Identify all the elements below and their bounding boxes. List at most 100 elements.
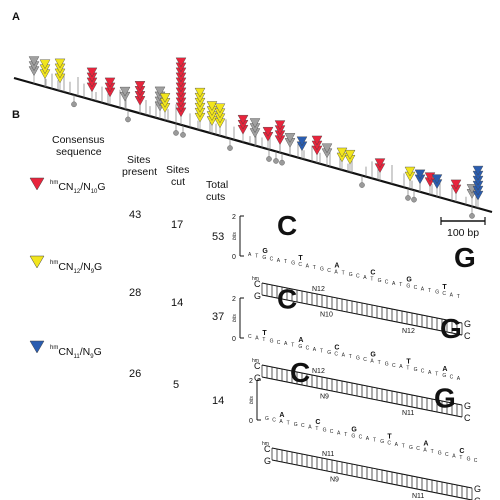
logo-letter: A [428, 370, 432, 376]
spacer-label: N12 [402, 328, 415, 335]
red-triangle-icon [134, 81, 146, 91]
logo-letter: T [313, 265, 316, 271]
red-triangle-stack [262, 127, 274, 150]
logo-letter: C [334, 344, 339, 351]
blue-triangle-icon [29, 340, 45, 354]
red-triangle-stack [104, 77, 116, 105]
logo-axis-top: 2 [232, 214, 236, 221]
header-total-cuts-2: cuts [206, 191, 225, 203]
logo-letter: T [402, 443, 405, 449]
spacer-label: N11 [412, 493, 424, 500]
logo-letter: A [399, 364, 403, 370]
logo-letter: A [342, 353, 346, 359]
logo-letter: G [370, 351, 376, 358]
site-dot [273, 158, 279, 164]
gray-triangle-icon [28, 56, 40, 67]
logo-letter-big: G [434, 383, 456, 414]
strand-end-g: G [254, 291, 261, 301]
logo-letter: A [306, 264, 310, 270]
gray-triangle-icon [154, 86, 166, 97]
red-triangle-stack [450, 179, 462, 202]
red-triangle-icon [374, 158, 386, 169]
logo-letter-big: C [290, 357, 310, 388]
site-dot [405, 195, 411, 201]
logo-letter: C [392, 363, 396, 369]
yellow-triangle-icon [214, 103, 226, 114]
yellow-triangle-icon [159, 93, 171, 103]
logo-letter: T [428, 288, 431, 294]
blue-triangle-stack [296, 136, 308, 159]
site-dot [266, 156, 272, 162]
red-triangle-icon [274, 120, 286, 130]
sites-present-value: 28 [129, 287, 141, 299]
logo-letter: T [320, 348, 323, 354]
genome-line [13, 76, 493, 214]
logo-letter: T [459, 455, 462, 461]
gray-triangle-icon [284, 133, 296, 143]
logo-letter: G [378, 278, 382, 284]
header-sites-present-1: Sites [127, 154, 150, 166]
site-dot [173, 130, 179, 136]
yellow-triangle-icon [29, 255, 45, 269]
red-triangle-icon [175, 57, 187, 68]
logo-letter: T [435, 371, 438, 377]
spacer-label: N10 [320, 312, 333, 319]
spacer-label: N9 [320, 394, 329, 401]
spacer-label: N11 [322, 451, 334, 458]
red-triangle-icon [262, 127, 274, 137]
total-cuts-value: 53 [212, 231, 224, 243]
header-consensus-1: Consensus [52, 134, 105, 146]
logo-axis-bottom: 0 [249, 418, 253, 425]
logo-letter: T [342, 271, 345, 277]
blue-triangle-icon [472, 165, 484, 176]
logo-letter: C [334, 351, 338, 357]
logo-letter: C [270, 256, 274, 262]
blue-triangle-icon [431, 174, 443, 184]
logo-letter: A [334, 262, 339, 269]
blue-triangle-stack [431, 174, 443, 197]
logo-letter: C [277, 340, 281, 346]
total-cuts-value: 37 [212, 311, 224, 323]
logo-letter: C [459, 448, 464, 455]
strand-end-c: C [254, 361, 261, 371]
strand-end-c: C [264, 444, 271, 454]
spacer-label: N11 [402, 410, 414, 417]
site-dot [227, 145, 233, 151]
sites-cut-value: 5 [173, 379, 179, 391]
yellow-triangle-stack [206, 101, 218, 134]
red-triangle-stack [175, 57, 187, 125]
logo-letter: C [330, 429, 334, 435]
logo-letter: A [421, 287, 425, 293]
panel-a-label: A [12, 11, 20, 23]
sites-cut-value: 17 [171, 219, 183, 231]
logo-letter: C [385, 279, 389, 285]
strand-end-g: G [464, 319, 471, 329]
gray-triangle-icon [249, 118, 261, 128]
logo-letter: A [363, 275, 367, 281]
spacer-label: N9 [330, 477, 339, 484]
strand-end-g: G [264, 456, 271, 466]
logo-letter: A [457, 376, 461, 382]
logo-letter: T [406, 359, 411, 366]
sites-cut-value: 14 [171, 297, 183, 309]
logo-letter: A [255, 335, 259, 341]
consensus-sequence: hmCN11/N9G [50, 345, 102, 360]
logo-letter: T [315, 426, 318, 432]
logo-letter: T [457, 294, 460, 300]
yellow-triangle-icon [336, 147, 348, 158]
yellow-triangle-icon [39, 59, 51, 70]
logo-letter: T [399, 282, 402, 288]
blue-triangle-icon [414, 169, 426, 180]
site-dot [411, 196, 417, 203]
site-dot [71, 101, 77, 108]
logo-letter: C [356, 274, 360, 280]
gray-triangle-stack [28, 56, 40, 84]
sites-present-value: 43 [129, 209, 141, 221]
gray-triangle-stack [321, 143, 333, 166]
strand-end-g: G [464, 401, 471, 411]
